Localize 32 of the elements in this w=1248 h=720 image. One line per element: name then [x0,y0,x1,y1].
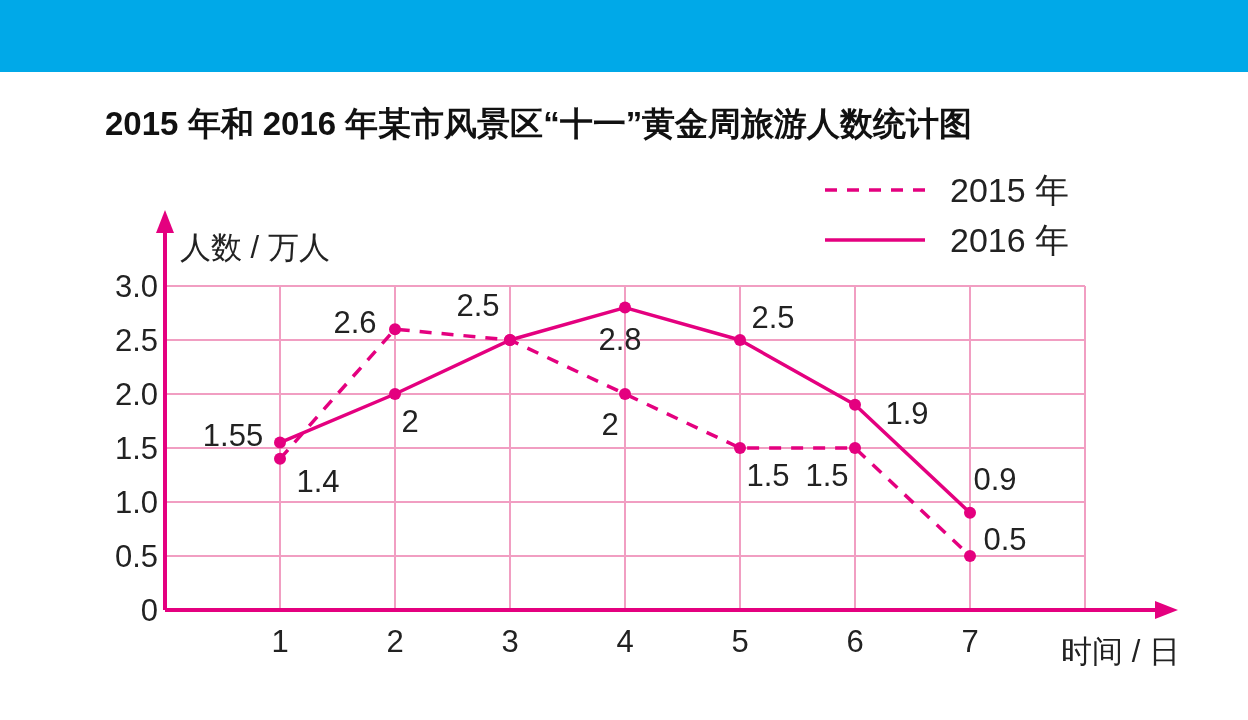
x-tick-label: 4 [616,624,634,659]
legend-label: 2016 年 [950,221,1070,259]
x-tick-label: 3 [501,624,519,659]
x-tick-label: 2 [386,624,404,659]
y-tick-label: 0.5 [114,539,158,574]
y-tick-label: 1.5 [114,431,158,466]
data-label: 2.8 [598,321,642,357]
data-label: 2.5 [456,288,500,323]
data-label: 1.5 [805,458,849,493]
x-tick-label: 1 [271,624,289,659]
data-label: 1.9 [885,395,929,431]
data-label: 1.4 [296,463,340,499]
data-label: 2 [601,407,619,442]
data-label: 0.9 [973,461,1017,497]
chart-title: 2015 年和 2016 年某市风景区“十一”黄金周旅游人数统计图 [105,105,973,142]
y-axis-title: 人数 / 万人 [180,230,330,265]
data-label: 1.5 [746,458,790,493]
legend-label: 2015 年 [950,171,1070,209]
y-tick-label: 2.5 [114,323,158,358]
data-label: 2.5 [751,300,795,335]
x-tick-label: 7 [961,624,979,659]
x-tick-label: 6 [846,624,864,659]
data-label: 2 [401,404,419,439]
y-tick-label: 0 [140,593,158,628]
x-axis-title: 时间 / 日 [1061,634,1180,669]
y-tick-label: 3.0 [114,269,158,304]
y-tick-label: 2.0 [114,377,158,412]
data-label: 0.5 [983,522,1027,557]
data-label: 1.55 [202,417,264,453]
data-label: 2.6 [333,305,377,341]
x-tick-label: 5 [731,624,749,659]
y-tick-label: 1.0 [114,485,158,520]
